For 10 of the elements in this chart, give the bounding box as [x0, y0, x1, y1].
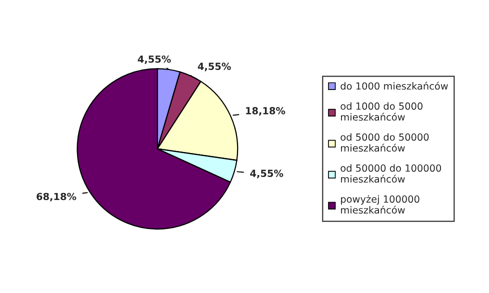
- data-label: 4,55%: [138, 55, 171, 64]
- data-label: 68,18%: [36, 192, 76, 202]
- legend-label: do 1000 mieszkańców: [340, 82, 448, 90]
- legend-label: powyżej 100000 mieszkańców: [341, 195, 420, 214]
- legend-label: od 5000 do 50000 mieszkańców: [340, 133, 429, 152]
- data-label: 4,55%: [198, 62, 231, 72]
- data-label: 18,18%: [246, 107, 286, 116]
- legend-label: od 50000 do 100000 mieszkańców: [340, 164, 442, 183]
- data-label: 4,55%: [250, 170, 284, 178]
- legend-label: od 1000 do 5000 mieszkańców: [340, 102, 422, 121]
